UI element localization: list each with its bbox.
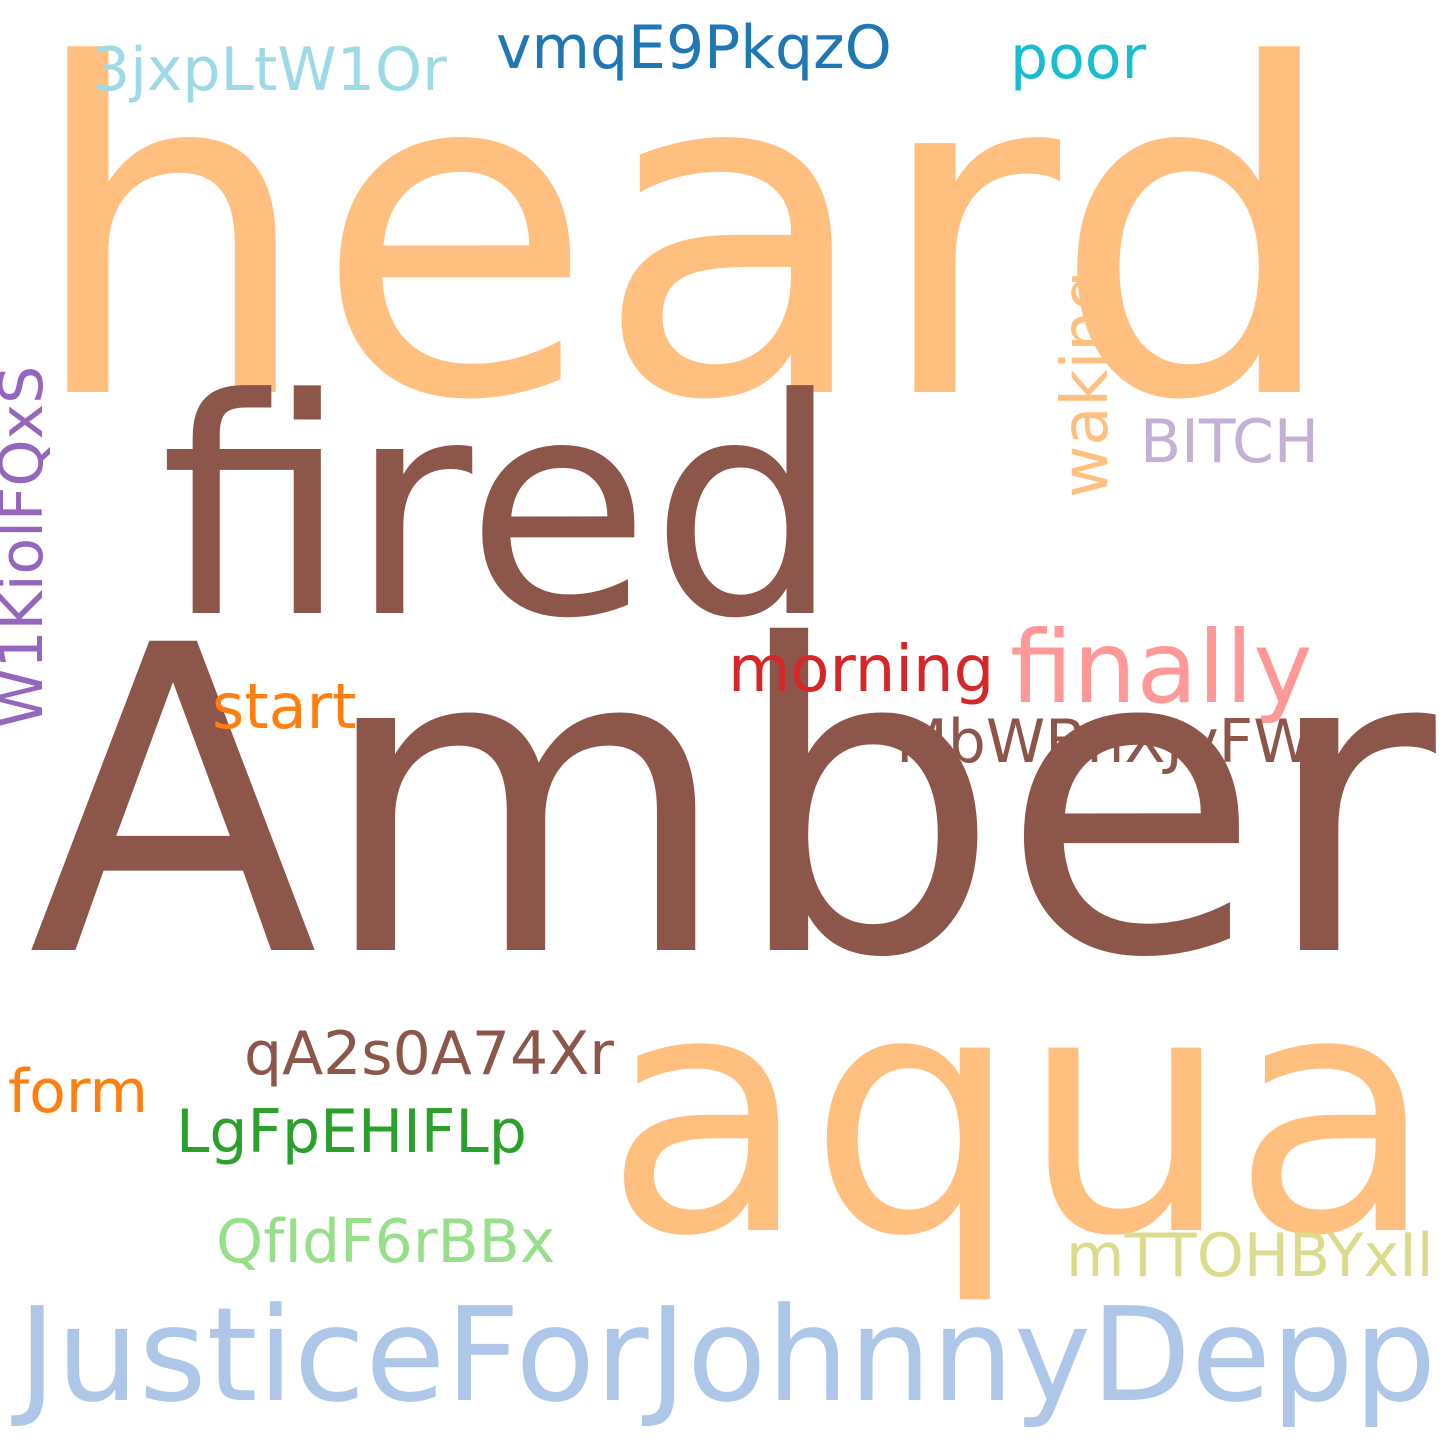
- word-amber: Amber: [28, 557, 1436, 1051]
- word-justicefor-johnnydepp: JusticeForJohnnyDepp: [18, 1279, 1437, 1431]
- word-3jxpltw1or: 3jxpLtW1Or: [92, 35, 447, 105]
- word-mttohbyxil: mTTOHBYxIl: [1066, 1221, 1434, 1291]
- word-poor: poor: [1010, 23, 1147, 93]
- word-aqua: aqua: [604, 920, 1436, 1309]
- word-waking: waking: [1049, 270, 1123, 498]
- word-finally: finally: [1010, 609, 1313, 726]
- word-form: form: [8, 1057, 148, 1127]
- word-mbwbnxjvfw: MbWBnXJvFW: [896, 707, 1313, 777]
- word-fired: fired: [160, 335, 841, 684]
- word-qa2s0a74xr: qA2s0A74Xr: [244, 1019, 614, 1089]
- word-start: start: [212, 670, 357, 743]
- word-w1kiolfqxs: W1KiolFQxS: [0, 365, 57, 728]
- word-lgfpehiflp: LgFpEHIFLp: [176, 1097, 527, 1167]
- word-heard: heard: [26, 0, 1342, 500]
- word-bitch: BITCH: [1140, 407, 1320, 477]
- word-qfidf6rbbx: QfIdF6rBBx: [216, 1207, 556, 1277]
- word-morning: morning: [728, 633, 995, 707]
- word-vmqe9pkqzo: vmqE9PkqzO: [496, 13, 892, 83]
